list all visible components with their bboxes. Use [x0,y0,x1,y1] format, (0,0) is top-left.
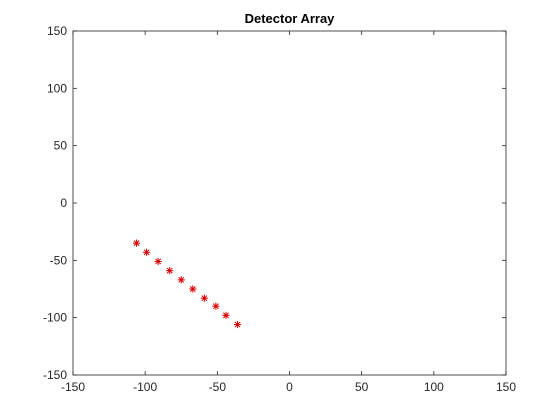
x-tick-label: 150 [496,380,516,394]
y-tick-label: 0 [60,196,67,210]
ticks: -150 -100 -50 0 50 100 150 -150 -100 -50 0 50 100 150 [43,24,516,394]
data-point [143,248,151,256]
x-tick-label: 100 [424,380,444,394]
axes [72,30,507,376]
asterisk-stroke [166,267,173,274]
y-tick-label: 150 [47,24,67,38]
asterisk-stroke [234,321,241,328]
y-tick-label: 100 [47,81,67,95]
chart-title: Detector Array [245,11,336,26]
asterisk-stroke [212,303,219,310]
plot-area-box [72,30,507,376]
data-point [154,257,162,266]
x-tick-label: -50 [209,380,227,394]
asterisk-stroke [223,312,229,319]
data-point [189,285,197,293]
x-tick-label: -150 [61,380,85,394]
asterisk-stroke [178,276,185,283]
asterisk-stroke [201,295,208,302]
data-point [200,294,208,302]
asterisk-stroke [133,240,140,247]
x-tick-label: -100 [133,380,157,394]
data-point [222,311,230,319]
data-point [177,276,185,284]
y-tick-label: -150 [43,368,67,382]
y-tick-label: -100 [43,311,67,325]
asterisk-stroke [189,286,196,292]
asterisk-stroke [143,249,150,256]
data-point [212,302,220,310]
x-tick-label: 0 [286,380,293,394]
data-point [166,267,174,275]
x-tick-label: 50 [355,380,369,394]
asterisk-stroke [155,258,162,265]
y-tick-label: 50 [54,139,68,153]
data-point [233,320,242,329]
data-points [132,239,242,329]
y-tick-label: -50 [50,253,68,267]
data-point [132,239,141,247]
